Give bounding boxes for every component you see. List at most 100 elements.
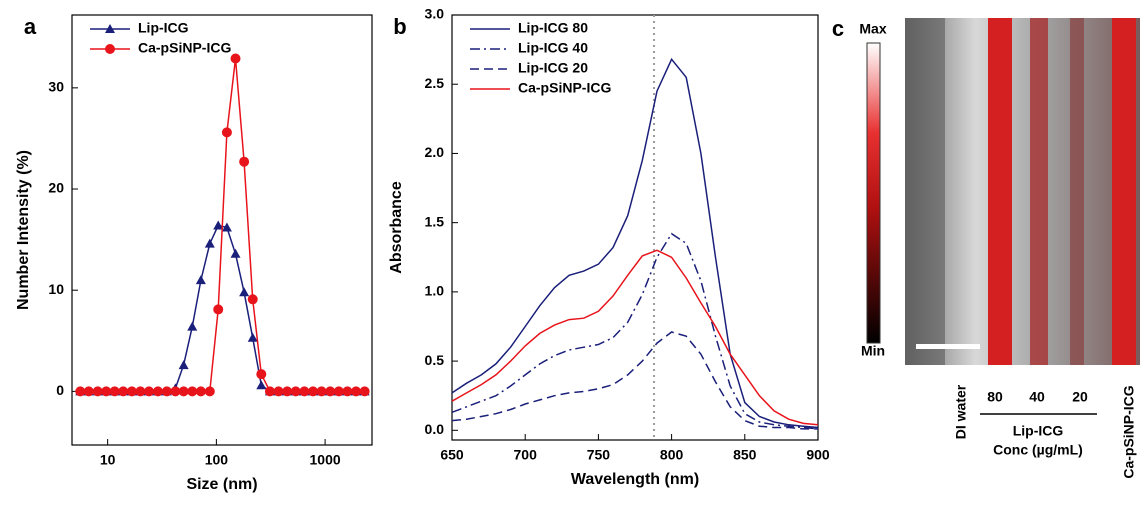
group-label: Lip-ICG — [1013, 423, 1064, 439]
y-tick-label: 1.0 — [425, 283, 445, 299]
marker — [213, 304, 224, 315]
marker — [221, 127, 232, 138]
panel-letter: b — [393, 14, 406, 39]
marker — [152, 386, 163, 397]
marker — [126, 386, 137, 397]
x-axis-label: Size (nm) — [186, 476, 257, 493]
series-line — [451, 331, 818, 430]
panel-b: b 0.0 0.5 1.0 1.5 2.0 2.5 3.0 650 700 750 800 850 900… — [388, 6, 830, 489]
marker — [83, 386, 94, 397]
marker — [92, 386, 103, 397]
x-tick-label: 700 — [514, 447, 538, 463]
marker — [161, 386, 172, 397]
colorbar-min: Min — [861, 343, 885, 359]
legend-label: Lip-ICG — [138, 20, 189, 36]
marker — [333, 386, 344, 397]
y-axis-label: Number Intensity (%) — [15, 150, 32, 310]
y-tick-label: 0 — [56, 382, 64, 398]
marker — [204, 386, 215, 397]
x-tick-label: 900 — [806, 447, 830, 463]
sample-label: DI water — [953, 384, 969, 439]
marker — [105, 24, 115, 33]
panel-letter: c — [832, 16, 844, 41]
x-tick-label: 650 — [440, 447, 464, 463]
marker — [204, 238, 215, 248]
marker — [316, 386, 327, 397]
image-stripe — [1070, 18, 1084, 365]
image-stripe — [1112, 18, 1136, 365]
marker — [239, 287, 250, 297]
marker — [256, 380, 267, 390]
image-region — [905, 18, 945, 365]
marker — [239, 156, 250, 167]
marker — [118, 386, 129, 397]
marker — [195, 275, 206, 285]
legend-label: Lip-ICG 80 — [518, 20, 588, 36]
marker — [230, 53, 241, 64]
y-tick-label: 1.5 — [425, 213, 445, 229]
panel-letter: a — [24, 14, 37, 39]
marker — [342, 386, 353, 397]
y-tick-label: 10 — [48, 281, 64, 297]
marker — [299, 386, 310, 397]
series-line — [451, 232, 819, 430]
marker — [290, 386, 301, 397]
colorbar-max: Max — [859, 21, 886, 37]
plot-frame — [451, 14, 819, 441]
marker — [187, 321, 198, 331]
x-tick-label: 750 — [587, 447, 611, 463]
conc-label: 20 — [1072, 389, 1088, 405]
y-tick-label: 0.0 — [425, 421, 445, 437]
panel-a: a 0 10 20 30 10 100 1000 Size (nm) Number Intensi… — [15, 14, 373, 493]
marker — [273, 386, 284, 397]
marker — [325, 386, 336, 397]
y-tick-label: 0.5 — [425, 352, 445, 368]
conc-label: 80 — [987, 389, 1003, 405]
sample-label: Ca-pSiNP-ICG — [1121, 385, 1137, 478]
x-tick-label: 800 — [660, 447, 684, 463]
series-line — [80, 58, 365, 393]
legend-label: Ca-pSiNP-ICG — [138, 40, 231, 56]
marker — [187, 386, 198, 397]
y-tick-label: 2.0 — [425, 144, 445, 160]
marker — [109, 386, 120, 397]
marker — [221, 222, 232, 232]
marker — [256, 369, 267, 380]
image-stripe — [1030, 18, 1048, 365]
marker — [247, 294, 258, 305]
marker — [359, 386, 370, 397]
colorbar — [866, 42, 881, 344]
panel-c: c Max Min DI water Ca-pSiNP-ICG 80 40 20… — [832, 16, 1140, 479]
marker — [178, 360, 189, 370]
marker — [264, 386, 275, 397]
marker — [170, 386, 181, 397]
marker — [282, 386, 293, 397]
x-tick-label: 10 — [100, 452, 116, 468]
marker — [230, 248, 241, 258]
conc-label: 40 — [1029, 389, 1045, 405]
y-tick-label: 30 — [48, 79, 64, 95]
series-line — [451, 57, 819, 429]
plot-frame — [71, 14, 373, 446]
marker — [308, 386, 319, 397]
marker — [143, 386, 154, 397]
marker — [178, 386, 189, 397]
marker — [105, 44, 115, 54]
y-tick-label: 2.5 — [425, 75, 445, 91]
y-axis-label: Absorbance — [388, 181, 405, 274]
series-line — [451, 249, 819, 426]
image-stripe — [988, 18, 1012, 365]
x-tick-label: 100 — [205, 452, 229, 468]
marker — [135, 386, 146, 397]
legend-label: Lip-ICG 40 — [518, 40, 588, 56]
scale-bar — [916, 344, 980, 349]
marker — [351, 386, 362, 397]
legend-label: Ca-pSiNP-ICG — [518, 80, 611, 96]
group-unit: Conc (µg/mL) — [993, 442, 1083, 458]
x-tick-label: 1000 — [310, 452, 341, 468]
marker — [75, 386, 86, 397]
marker — [247, 332, 258, 342]
y-tick-label: 3.0 — [425, 6, 445, 22]
x-axis-label: Wavelength (nm) — [571, 471, 699, 488]
